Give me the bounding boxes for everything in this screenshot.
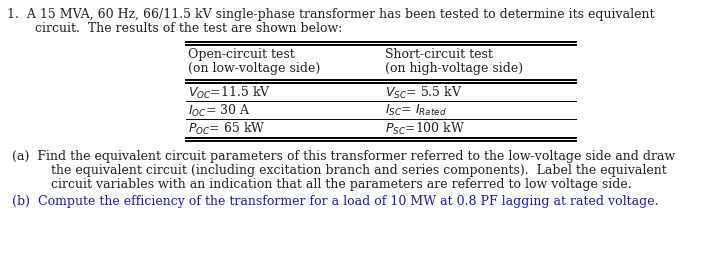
Text: Open-circuit test: Open-circuit test (188, 48, 295, 61)
Text: (b)  Compute the efficiency of the transformer for a load of 10 MW at 0.8 PF lag: (b) Compute the efficiency of the transf… (12, 195, 659, 208)
Text: 1.  A 15 MVA, 60 Hz, 66/11.5 kV single-phase transformer has been tested to dete: 1. A 15 MVA, 60 Hz, 66/11.5 kV single-ph… (7, 8, 654, 21)
Text: $I_{OC}$= 30 A: $I_{OC}$= 30 A (188, 103, 251, 119)
Text: (a)  Find the equivalent circuit parameters of this transformer referred to the : (a) Find the equivalent circuit paramete… (12, 150, 676, 163)
Text: $I_{SC}$= $I_{Rated}$: $I_{SC}$= $I_{Rated}$ (385, 103, 447, 118)
Text: (on low-voltage side): (on low-voltage side) (188, 62, 321, 75)
Text: the equivalent circuit (including excitation branch and series components).  Lab: the equivalent circuit (including excita… (27, 164, 666, 177)
Text: $V_{SC}$= 5.5 kV: $V_{SC}$= 5.5 kV (385, 85, 463, 101)
Text: Short-circuit test: Short-circuit test (385, 48, 493, 61)
Text: (on high-voltage side): (on high-voltage side) (385, 62, 523, 75)
Text: circuit variables with an indication that all the parameters are referred to low: circuit variables with an indication tha… (27, 178, 631, 191)
Text: $P_{OC}$= 65 kW: $P_{OC}$= 65 kW (188, 121, 266, 137)
Text: circuit.  The results of the test are shown below:: circuit. The results of the test are sho… (19, 22, 342, 35)
Text: $V_{OC}$=11.5 kV: $V_{OC}$=11.5 kV (188, 85, 271, 101)
Text: $P_{SC}$=100 kW: $P_{SC}$=100 kW (385, 121, 465, 137)
